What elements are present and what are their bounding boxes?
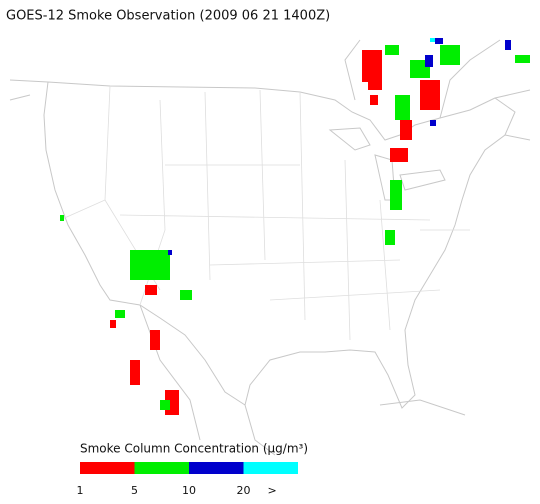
legend-title: Smoke Column Concentration (μg/m³): [80, 442, 308, 456]
color-bin-label: 5: [131, 484, 138, 497]
color-bin: [80, 462, 135, 474]
map-title: GOES-12 Smoke Observation (2009 06 21 14…: [6, 9, 330, 24]
color-bin-label: 10: [182, 484, 196, 497]
color-bin: [134, 462, 189, 474]
mexico-cuba: [139, 304, 466, 456]
state-lines: [59, 85, 470, 341]
us-outline: [43, 81, 516, 409]
canada-lines: [9, 39, 531, 141]
smoke-pixels: [60, 38, 530, 415]
smoke-green: [60, 45, 530, 410]
color-bin-label: 20: [237, 484, 251, 497]
color-bin: [243, 462, 298, 474]
smoke-cyan: [430, 38, 435, 42]
color-bar: 1 5 10 20 >: [77, 462, 298, 497]
color-bin-label: >: [268, 484, 277, 497]
color-bin: [189, 462, 244, 474]
color-bin-label: 1: [77, 484, 84, 497]
base-map: [9, 39, 531, 456]
